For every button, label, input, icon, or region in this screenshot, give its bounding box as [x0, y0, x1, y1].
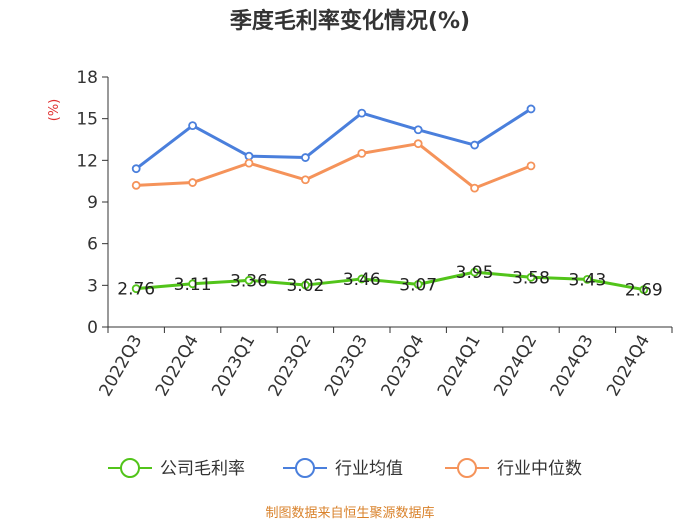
x-tick-label: 2022Q4 — [152, 332, 203, 400]
legend-swatch-marker — [120, 458, 140, 478]
series-point-2 — [131, 180, 141, 190]
legend-swatch-marker — [295, 458, 315, 478]
legend-label: 行业均值 — [335, 459, 403, 479]
x-tick-label: 2024Q2 — [490, 332, 541, 400]
chart-title: 季度毛利率变化情况(%) — [230, 8, 470, 34]
x-tick-label: 2024Q3 — [547, 332, 598, 400]
x-tick-label: 2023Q3 — [321, 332, 372, 400]
series-point-0 — [188, 279, 198, 289]
legend: 公司毛利率 行业均值 行业中位数 — [108, 458, 582, 479]
series-point-0 — [413, 279, 423, 289]
series-line-0 — [136, 270, 645, 292]
series-line-1 — [135, 107, 532, 170]
legend-item-2[interactable]: 行业中位数 — [445, 458, 582, 479]
series-layer — [131, 104, 649, 295]
data-label: 3.11 — [174, 275, 212, 295]
series-point-1 — [131, 164, 141, 174]
series-point-0 — [583, 274, 592, 284]
legend-item-1[interactable]: 行业均值 — [283, 458, 403, 479]
x-tick-label: 2023Q2 — [265, 332, 316, 400]
series-point-0 — [470, 267, 480, 277]
data-label: 2.69 — [625, 281, 663, 301]
y-tick-label: 0 — [87, 318, 98, 338]
x-tick-label: 2023Q4 — [377, 332, 428, 400]
series-point-2 — [526, 161, 536, 171]
series-point-0 — [131, 284, 141, 294]
data-label: 3.07 — [399, 275, 437, 295]
series-point-1 — [300, 153, 310, 162]
series-point-0 — [357, 274, 367, 284]
series-point-2 — [244, 158, 254, 168]
data-label: 3.36 — [230, 271, 268, 291]
legend-label: 行业中位数 — [497, 459, 582, 479]
y-tick-label: 18 — [76, 68, 98, 88]
source-note: 制图数据来自恒生聚源数据库 — [265, 505, 434, 521]
x-tick-label: 2024Q1 — [434, 331, 485, 399]
data-label: 3.95 — [456, 263, 494, 283]
data-label: 3.46 — [343, 270, 381, 290]
legend-swatch-marker — [457, 458, 477, 478]
y-tick-label: 12 — [76, 151, 98, 171]
x-tick-label: 2023Q1 — [208, 332, 259, 400]
x-tick-label: 2022Q3 — [95, 332, 146, 400]
series-point-0 — [526, 272, 536, 282]
data-label: 3.02 — [286, 276, 324, 296]
y-tick-label: 9 — [87, 193, 98, 213]
y-axis-unit: (%) — [47, 99, 62, 122]
y-tick-label: 6 — [87, 235, 98, 255]
legend-label: 公司毛利率 — [160, 459, 245, 479]
y-tick-label: 3 — [87, 276, 98, 296]
series-point-1 — [526, 104, 536, 114]
series-point-1 — [188, 121, 198, 131]
x-tick-label: 2024Q4 — [603, 332, 654, 400]
series-point-1 — [357, 108, 367, 118]
series-point-1 — [413, 125, 423, 135]
series-point-1 — [244, 151, 254, 161]
series-point-2 — [300, 175, 310, 185]
series-point-2 — [188, 178, 198, 187]
data-label: 3.58 — [512, 268, 550, 288]
series-point-2 — [470, 183, 480, 193]
data-label: 3.43 — [568, 270, 606, 290]
series-point-0 — [639, 285, 649, 295]
series-point-2 — [413, 139, 423, 149]
y-tick-label: 15 — [76, 110, 98, 130]
data-label: 2.76 — [117, 280, 155, 300]
legend-item-0[interactable]: 公司毛利率 — [108, 458, 245, 479]
series-point-0 — [244, 275, 254, 285]
series-point-1 — [470, 140, 480, 150]
data-labels: 2.76 3.11 3.36 3.02 3.46 3.07 3.95 3.58 3.43 2.69 — [117, 263, 662, 301]
series-point-0 — [300, 280, 310, 290]
series-line-2 — [136, 142, 532, 190]
series-point-2 — [357, 148, 367, 158]
